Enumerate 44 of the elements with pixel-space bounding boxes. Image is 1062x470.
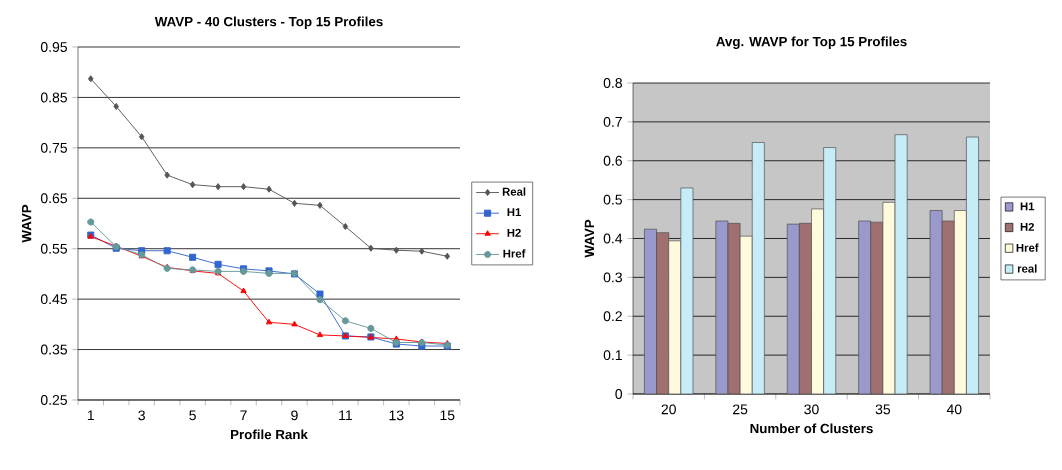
legend-label: real — [1017, 264, 1037, 273]
y-tick-label: 0.3 — [603, 272, 622, 283]
x-tick-label: 40 — [946, 404, 962, 415]
legend-label: H1 — [1020, 202, 1035, 211]
y-tick-label: 0.95 — [40, 42, 68, 52]
y-tick-label: 0.25 — [40, 395, 68, 405]
x-tick-label: 15 — [440, 410, 455, 421]
x-axis-title: Number of Clusters — [750, 423, 873, 434]
y-tick-label: 0.4 — [603, 233, 623, 244]
legend-label: Real — [502, 187, 526, 196]
x-tick-label: 13 — [389, 410, 404, 421]
x-axis-title: Profile Rank — [231, 429, 308, 440]
y-tick-label: 0.75 — [40, 142, 68, 153]
legend-label: Href — [503, 249, 526, 258]
y-tick-label: 0.45 — [40, 294, 68, 305]
legend-label: H2 — [1020, 222, 1035, 231]
chart-title: WAVP - 40 Clusters - Top 15 Profiles — [154, 16, 383, 29]
y-tick-label: 0.8 — [603, 78, 622, 88]
x-tick-label: 7 — [240, 410, 247, 421]
x-tick-label: 1 — [87, 410, 94, 421]
x-tick-label: 35 — [875, 404, 891, 415]
x-tick-label: 5 — [189, 410, 196, 421]
legend-label: H2 — [507, 228, 521, 237]
y-tick-label: 0.65 — [40, 193, 68, 204]
y-tick-label: 0.35 — [40, 344, 68, 355]
x-tick-label: 3 — [138, 410, 145, 421]
y-tick-label: 0.2 — [603, 311, 622, 322]
x-tick-label: 25 — [733, 404, 748, 415]
y-axis-title: WAVP — [22, 204, 32, 243]
x-tick-label: 11 — [339, 410, 352, 421]
chart-title: Avg. WAVP for Top 15 Profiles — [716, 36, 907, 49]
y-tick-label: 0 — [615, 389, 623, 399]
legend-label: Href — [1016, 243, 1039, 252]
y-axis-title: WAVP — [584, 219, 594, 258]
y-tick-label: 0.85 — [40, 92, 68, 103]
y-tick-label: 0.6 — [603, 155, 622, 166]
x-tick-label: 9 — [291, 410, 298, 421]
x-tick-label: 20 — [661, 404, 676, 415]
y-tick-label: 0.7 — [603, 116, 622, 127]
y-tick-label: 0.55 — [40, 243, 68, 254]
y-tick-label: 0.5 — [603, 194, 623, 205]
x-tick-label: 30 — [804, 404, 819, 415]
legend-label: H1 — [507, 208, 521, 217]
y-tick-label: 0.1 — [603, 350, 622, 361]
